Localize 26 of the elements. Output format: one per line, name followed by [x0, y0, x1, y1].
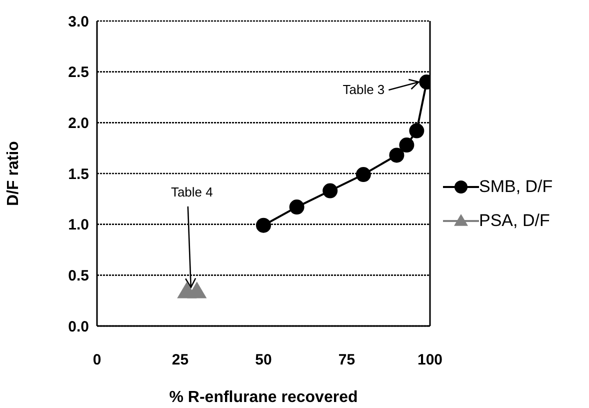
legend-label: SMB, D/F	[479, 177, 553, 197]
point	[256, 218, 271, 233]
point	[187, 282, 207, 298]
point	[289, 200, 304, 215]
x-tick-label: 0	[92, 352, 102, 369]
x-tick-label: 100	[417, 352, 443, 369]
x-tick-label: 75	[338, 352, 356, 369]
legend-label: PSA, D/F	[479, 211, 550, 231]
point	[399, 138, 414, 153]
point	[409, 123, 424, 138]
y-tick-label: 2.0	[68, 114, 89, 132]
y-tick-label: 3.0	[68, 13, 89, 30]
y-tick-label: 1.5	[68, 166, 89, 183]
x-tick-label: 50	[255, 352, 272, 369]
y-tick-label: 0.5	[68, 267, 89, 284]
point	[356, 167, 371, 182]
point	[389, 148, 404, 163]
y-tick-label: 0.0	[68, 318, 89, 336]
y-tick-label: 1.0	[68, 216, 89, 234]
y-axis-title: D/F ratio	[5, 140, 22, 206]
point	[322, 183, 338, 198]
y-tick-label: 2.5	[68, 64, 89, 82]
annotation: Table 4	[170, 184, 213, 200]
x-axis-title: % R-enflurane recovered	[169, 389, 358, 406]
annotation: Table 3	[342, 82, 385, 97]
x-tick-label: 25	[172, 352, 189, 369]
